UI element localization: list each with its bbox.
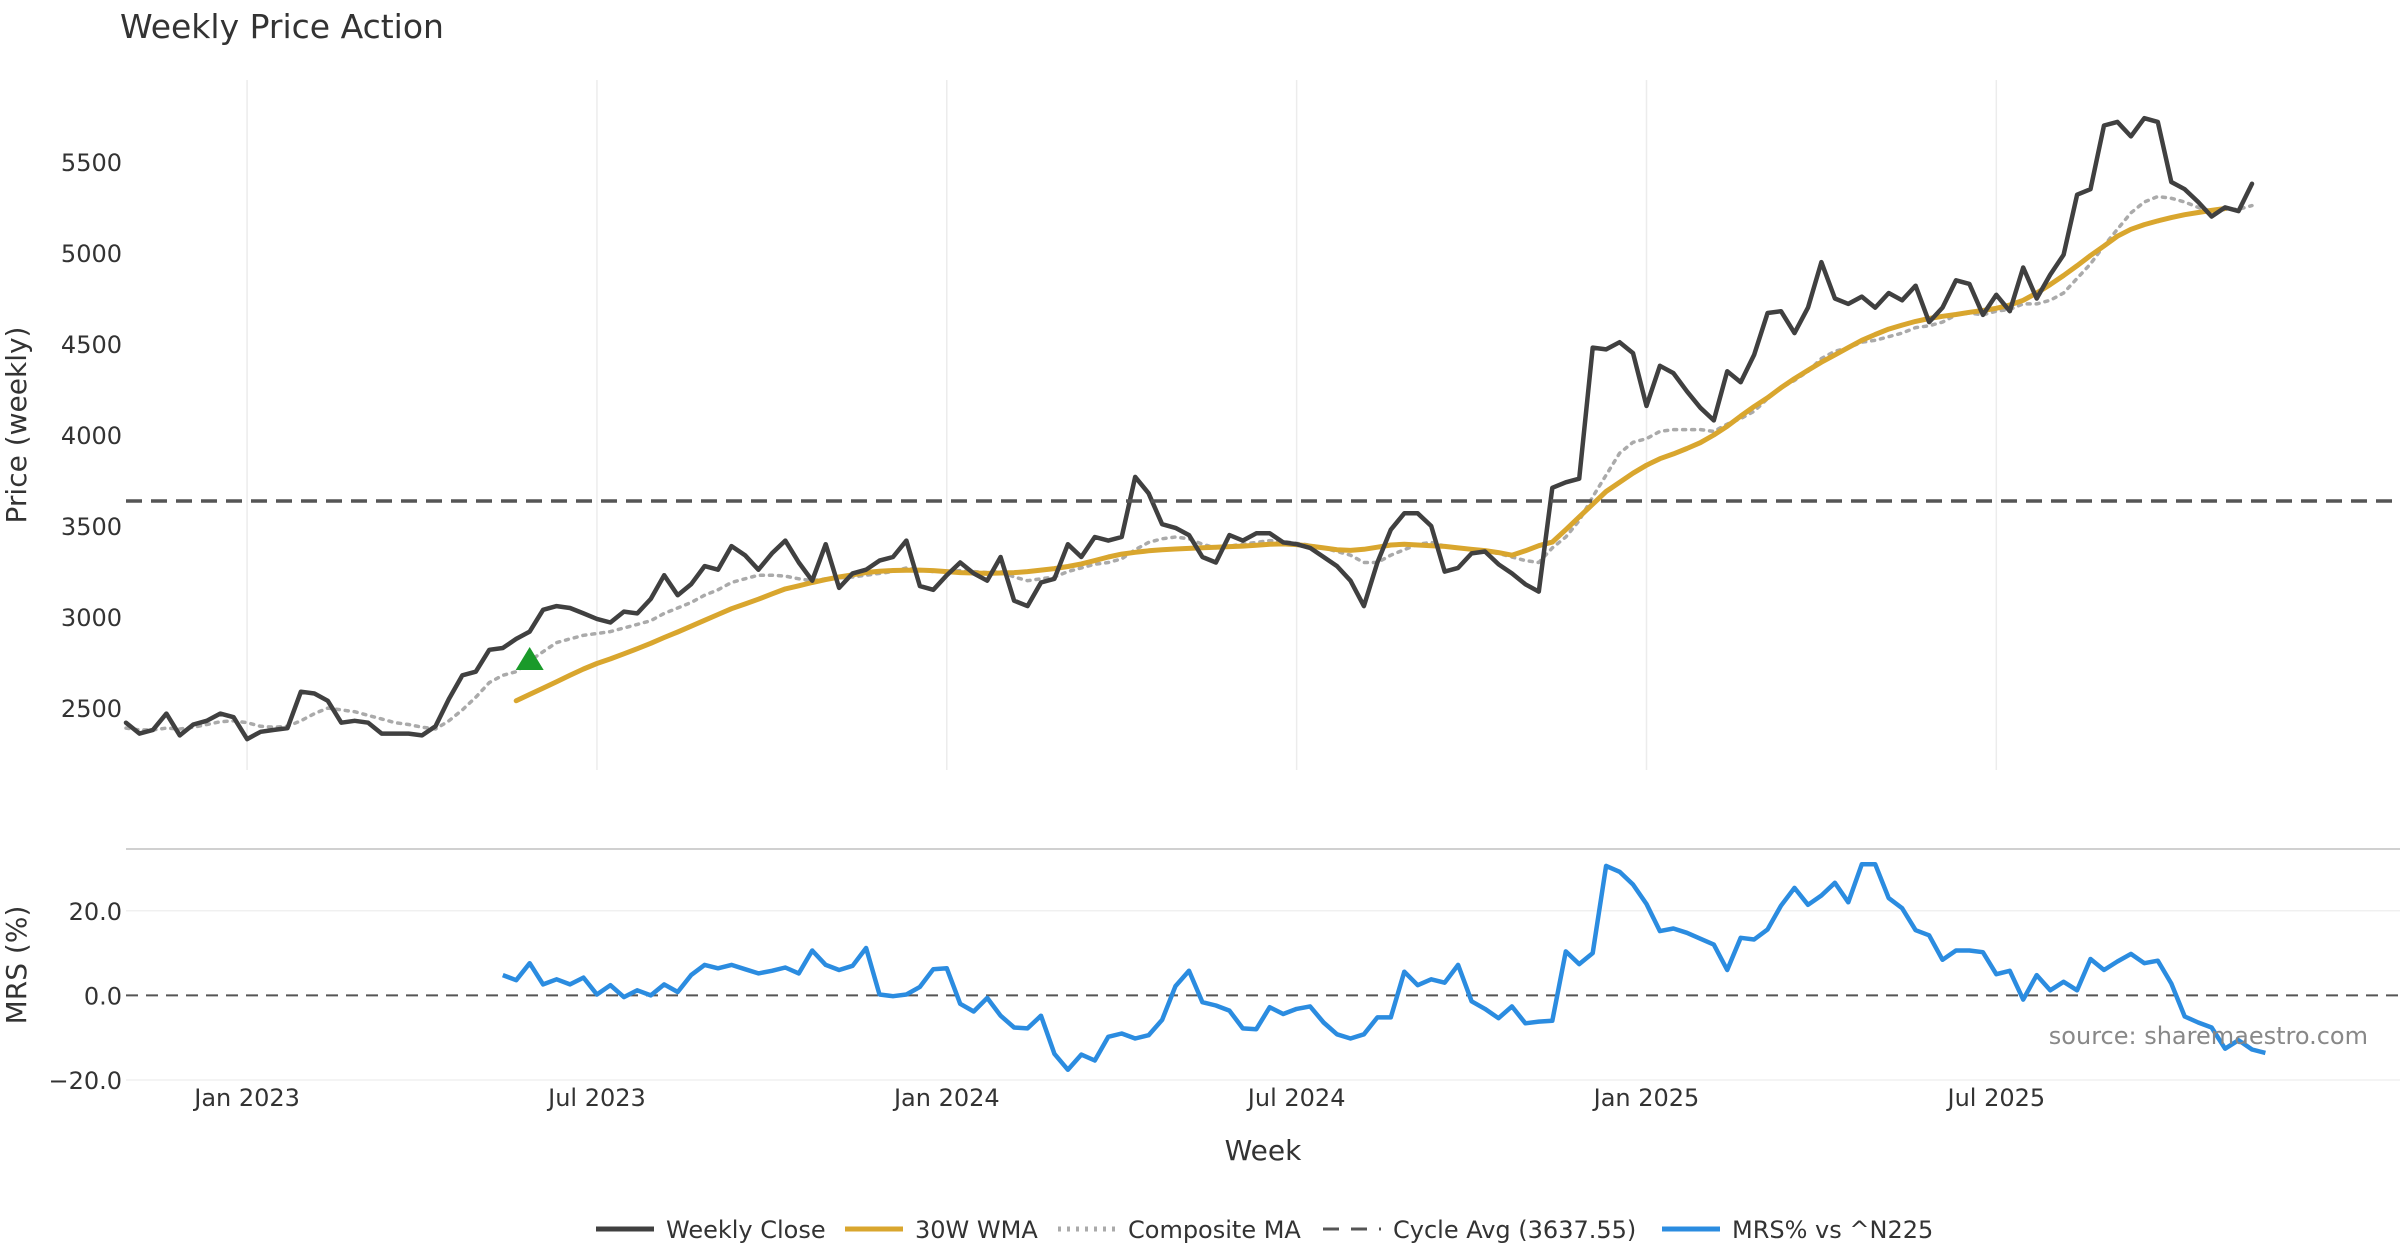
price-y-tick-label: 5500 — [61, 149, 122, 177]
legend-item-mrs-vs-n225: MRS% vs ^N225 — [1662, 1216, 1933, 1244]
price-y-tick-label: 4000 — [61, 422, 122, 450]
x-tick-labels: Jan 2023 Jul 2023 Jan 2024 Jul 2024 Jan 2025… — [192, 1084, 2045, 1112]
price-y-axis-label: Price (weekly) — [0, 327, 33, 524]
price-y-tick-label: 4500 — [61, 331, 122, 359]
mrs-y-axis-label: MRS (%) — [0, 906, 33, 1025]
legend-label: Weekly Close — [666, 1216, 826, 1244]
price-series-layer — [123, 115, 2400, 742]
legend-label: MRS% vs ^N225 — [1732, 1216, 1933, 1244]
legend-item-30w-wma: 30W WMA — [845, 1216, 1038, 1244]
x-tick-label: Jul 2025 — [1945, 1084, 2045, 1112]
x-tick-label: Jul 2024 — [1246, 1084, 1346, 1112]
x-tick-label: Jul 2023 — [546, 1084, 646, 1112]
legend-label: Composite MA — [1128, 1216, 1301, 1244]
mrs-y-tick-label: −20.0 — [48, 1067, 122, 1095]
mrs-series-layer — [501, 861, 2266, 1073]
series-line-30w-wma — [513, 206, 2228, 704]
series-line-weekly-close — [123, 115, 2255, 742]
legend-item-composite-ma: Composite MA — [1058, 1216, 1301, 1244]
mrs-grid: 20.0 0.0 −20.0 — [48, 898, 2400, 1095]
buy-signal-marker — [515, 646, 544, 670]
x-tick-label: Jan 2025 — [1592, 1084, 1700, 1112]
legend-label: Cycle Avg (3637.55) — [1393, 1216, 1636, 1244]
legend-item-cycle-avg-3637-55: Cycle Avg (3637.55) — [1323, 1216, 1636, 1244]
mrs-y-tick-label: 0.0 — [84, 982, 122, 1010]
price-grid: 2500 3000 3500 4000 4500 5000 5500 — [61, 80, 1998, 770]
source-note: source: sharemaestro.com — [2049, 1022, 2368, 1050]
legend-item-weekly-close: Weekly Close — [596, 1216, 826, 1244]
price-y-tick-label: 3000 — [61, 604, 122, 632]
price-y-tick-label: 5000 — [61, 240, 122, 268]
series-line-composite-ma — [124, 194, 2254, 732]
legend-label: 30W WMA — [915, 1216, 1038, 1244]
x-axis-label: Week — [1225, 1134, 1302, 1167]
series-line-mrs-vs-n225 — [501, 861, 2266, 1073]
price-y-tick-label: 3500 — [61, 513, 122, 541]
price-y-tick-label: 2500 — [61, 695, 122, 723]
legend: Weekly Close 30W WMA Composite MA Cycle Avg… — [596, 1216, 1933, 1244]
mrs-y-tick-label: 20.0 — [69, 898, 122, 926]
x-tick-label: Jan 2024 — [892, 1084, 1000, 1112]
chart-title: Weekly Price Action — [120, 7, 444, 46]
x-tick-label: Jan 2023 — [192, 1084, 300, 1112]
